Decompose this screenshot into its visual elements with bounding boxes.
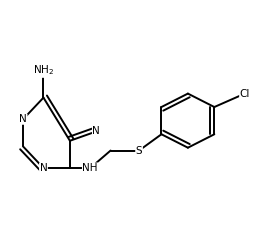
Text: N: N bbox=[93, 126, 100, 136]
Text: NH: NH bbox=[83, 163, 98, 173]
Text: S: S bbox=[136, 146, 142, 156]
Text: N: N bbox=[19, 114, 27, 124]
Text: Cl: Cl bbox=[240, 88, 250, 99]
Text: N: N bbox=[40, 163, 47, 173]
Text: NH$_2$: NH$_2$ bbox=[33, 63, 54, 77]
